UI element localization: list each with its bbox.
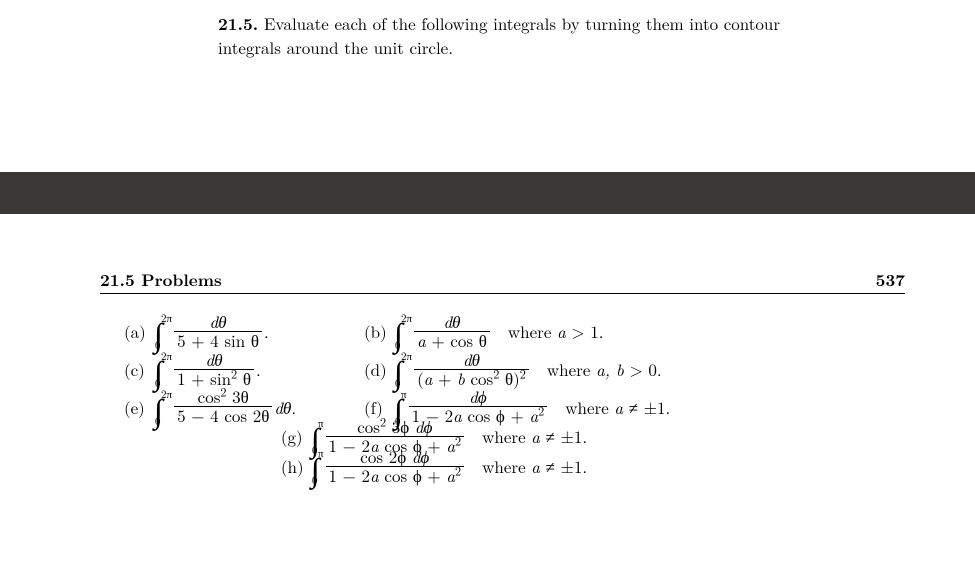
problem-statement: 21.5. Evaluate each of the following int… (218, 12, 798, 59)
label-a: (a) (124, 319, 154, 343)
note-h: where a ≠ ±1. (482, 454, 587, 478)
item-a: (a) ∫ 2π 0 dθ 5 + 4 sin θ . (124, 313, 364, 350)
integral-list: (a) ∫ 2π 0 dθ 5 + 4 sin θ . (b) ∫ (124, 312, 884, 485)
note-d: where a, b > 0. (547, 357, 662, 381)
frac-d: dθ (a + b cos2 θ)2 (414, 351, 529, 388)
running-header: 21.5 Problems 537 (100, 268, 905, 296)
frac-a: dθ 5 + 4 sin θ (174, 313, 262, 350)
label-h: (h) (281, 454, 311, 478)
note-b: where a > 1. (508, 319, 604, 343)
row-h: (h) ∫ π 0 cos 2ϕ dϕ 1 − 2a cos ϕ + a2 wh… (124, 448, 884, 485)
lower-block: 21.5 Problems 537 (a) ∫ 2π 0 dθ 5 + 4 si… (100, 268, 905, 296)
limits-f: π 0 (399, 397, 405, 419)
limits-d: 2π 0 (399, 359, 410, 381)
limits-e: 2π 0 (159, 397, 170, 419)
page: 21.5. Evaluate each of the following int… (0, 0, 975, 577)
header-page: 537 (876, 268, 905, 292)
label-d: (d) (364, 357, 394, 381)
label-g: (g) (281, 424, 311, 448)
note-f: where a ≠ ±1. (565, 395, 670, 419)
frac-b: dθ a + cos θ (414, 313, 490, 350)
label-b: (b) (364, 319, 394, 343)
problem-number: 21.5. (218, 12, 258, 36)
item-c: (c) ∫ 2π 0 dθ 1 + sin2 θ . (124, 351, 364, 388)
header-rule (100, 293, 905, 294)
label-c: (c) (124, 357, 154, 381)
row-cd: (c) ∫ 2π 0 dθ 1 + sin2 θ . (d) ∫ (124, 351, 884, 388)
row-ab: (a) ∫ 2π 0 dθ 5 + 4 sin θ . (b) ∫ (124, 313, 884, 350)
frac-h: cos 2ϕ dϕ 1 − 2a cos ϕ + a2 (326, 448, 465, 485)
label-e: (e) (124, 395, 154, 419)
item-b: (b) ∫ 2π 0 dθ a + cos θ where a > 1. (364, 313, 604, 350)
item-d: (d) ∫ 2π 0 dθ (a + b cos2 θ)2 where a, b… (364, 351, 662, 388)
problem-text: Evaluate each of the following integrals… (218, 11, 780, 59)
frac-c: dθ 1 + sin2 θ (174, 351, 254, 388)
limits-c: 2π 0 (159, 359, 170, 381)
limits-b: 2π 0 (399, 321, 410, 343)
header-left: 21.5 Problems (100, 268, 222, 292)
section-divider (0, 172, 975, 214)
item-h: (h) ∫ π 0 cos 2ϕ dϕ 1 − 2a cos ϕ + a2 wh… (281, 448, 587, 485)
limits-h: π 0 (316, 456, 322, 478)
limits-a: 2π 0 (159, 321, 170, 343)
note-g: where a ≠ ±1. (482, 424, 587, 448)
